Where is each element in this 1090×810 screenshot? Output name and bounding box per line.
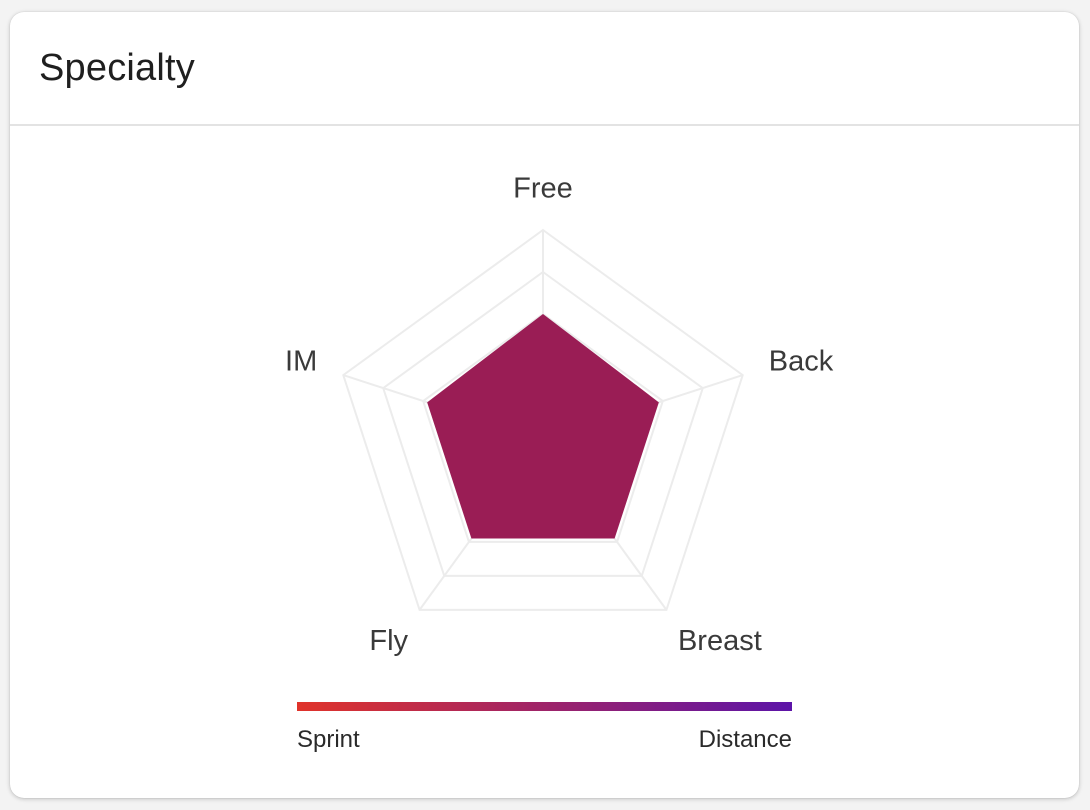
radar-data-area	[427, 314, 659, 539]
radar-grid	[342, 228, 744, 611]
legend-sprint-label: Sprint	[297, 726, 360, 753]
axis-label-im: IM	[285, 345, 317, 377]
axis-label-fly: Fly	[369, 625, 408, 657]
sprint-distance-gradient-bar	[297, 702, 792, 711]
radar-grid-ring-1	[421, 312, 665, 543]
radar-grid-ring-2	[382, 270, 704, 577]
radar-axis-labels: Free Back Breast Fly IM	[285, 173, 834, 657]
radar-chart: Free Back Breast Fly IM	[285, 173, 834, 657]
card-title: Specialty	[39, 46, 195, 89]
axis-label-breast: Breast	[678, 625, 762, 657]
legend-distance-label: Distance	[698, 726, 792, 753]
radar-data	[427, 314, 659, 539]
specialty-card: Specialty Free Back Breast Fly IM Sprint Dis…	[10, 12, 1079, 798]
axis-label-free: Free	[513, 173, 573, 205]
radar-grid-ring-3	[342, 228, 744, 611]
axis-label-back: Back	[769, 345, 834, 377]
card-header: Specialty	[10, 12, 1079, 126]
